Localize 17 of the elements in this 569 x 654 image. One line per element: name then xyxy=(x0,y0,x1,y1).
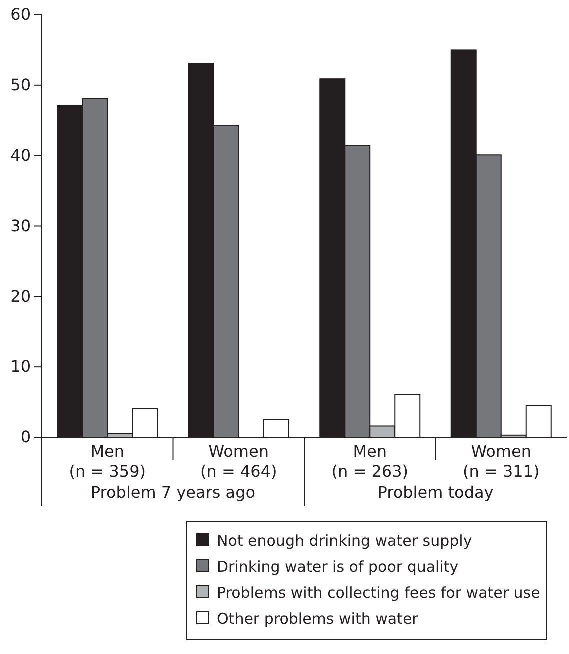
x-tick-label: Men (n = 263) xyxy=(332,442,408,481)
legend-label: Problems with collecting fees for water use xyxy=(217,584,540,602)
text: Problem today xyxy=(378,483,494,502)
legend-label: Not enough drinking water supply xyxy=(217,532,472,550)
y-tick-label: 50 xyxy=(10,76,31,95)
legend-label: Other problems with water xyxy=(217,610,420,628)
y-tick-label: 10 xyxy=(10,357,31,376)
x-tick-label: Women (n = 311) xyxy=(463,442,540,481)
x-tick-label: Women (n = 464) xyxy=(200,442,278,481)
y-tick-label: 20 xyxy=(10,286,31,306)
x-tick-label: Men (n = 359) xyxy=(69,442,146,481)
y-tick-label: 0 xyxy=(20,428,31,447)
y-tick-label: 30 xyxy=(10,216,31,236)
y-tick-label: 60 xyxy=(10,5,31,24)
text: Problem 7 years ago xyxy=(90,483,256,502)
y-tick-label: 40 xyxy=(10,146,31,165)
legend-label: Drinking water is of poor quality xyxy=(217,558,459,576)
